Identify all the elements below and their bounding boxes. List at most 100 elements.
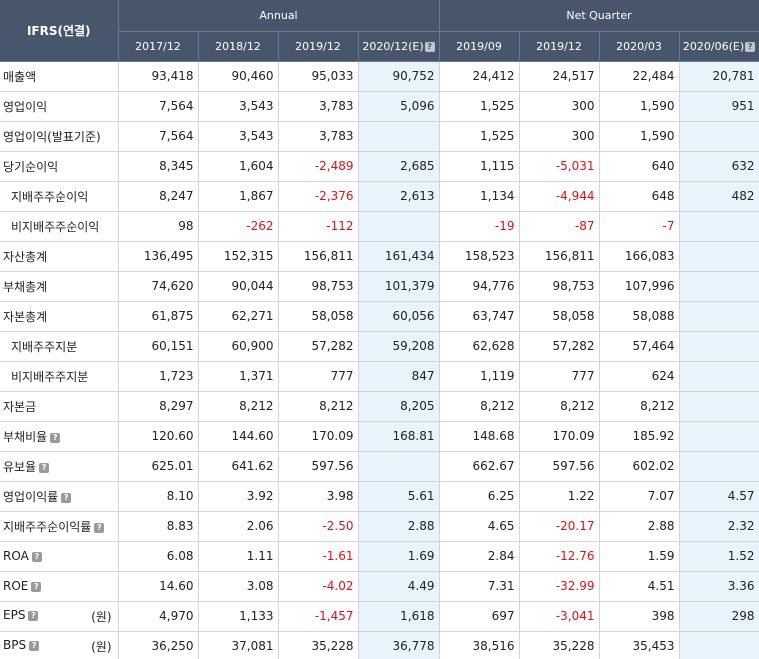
- value-cell: 74,620: [118, 271, 199, 302]
- row-label-text: 지배주주순이익률: [3, 519, 92, 534]
- value-cell: 158,523: [439, 241, 520, 272]
- row-label-text: 당기순이익: [3, 159, 59, 174]
- row-label: 부채비율?: [0, 421, 119, 452]
- value-cell: 6.25: [439, 481, 520, 512]
- value-cell: 1,119: [439, 361, 520, 392]
- value-cell: [679, 361, 759, 392]
- value-cell: 60,900: [198, 331, 279, 362]
- value-cell: 602.02: [599, 451, 680, 482]
- value-cell: 60,056: [358, 301, 440, 332]
- row-label-text: 영업이익(발표기준): [3, 129, 101, 144]
- value-cell: 161,434: [358, 241, 440, 272]
- value-cell: 101,379: [358, 271, 440, 302]
- table-row: 비지배주주순이익 98 -262 -112 -19 -87 -7: [0, 211, 759, 242]
- value-cell: 6.08: [118, 541, 199, 572]
- value-cell: 697: [439, 601, 520, 632]
- value-cell: 1.69: [358, 541, 440, 572]
- row-label: 비지배주주순이익: [0, 211, 119, 242]
- value-cell: 98,753: [519, 271, 600, 302]
- value-cell: [679, 421, 759, 452]
- help-icon[interactable]: ?: [31, 582, 42, 592]
- table-row: 유보율? 625.01 641.62 597.56 662.67 597.56 602.02: [0, 451, 759, 482]
- value-cell: 62,628: [439, 331, 520, 362]
- help-icon[interactable]: ?: [29, 640, 40, 651]
- quarter-header: Net Quarter: [439, 0, 759, 32]
- help-icon[interactable]: ?: [50, 432, 61, 443]
- value-cell: 8,212: [599, 391, 680, 422]
- period-label: 2020/03: [616, 39, 662, 53]
- value-cell: 148.68: [439, 421, 520, 452]
- value-cell: 4.65: [439, 511, 520, 542]
- value-cell: 166,083: [599, 241, 680, 272]
- value-cell: 1,133: [198, 601, 279, 632]
- value-cell: 95,033: [278, 61, 359, 92]
- table-row: 영업이익 7,564 3,543 3,783 5,096 1,525 300 1,590 951: [0, 91, 759, 122]
- value-cell: [679, 121, 759, 152]
- value-cell: 90,460: [198, 61, 279, 92]
- value-cell: 57,282: [519, 331, 600, 362]
- help-icon[interactable]: ?: [61, 492, 72, 503]
- value-cell: -1,457: [278, 601, 359, 632]
- value-cell: 3.98: [278, 481, 359, 512]
- row-label: 자본총계: [0, 301, 119, 332]
- row-label-text: 지배주주순이익: [11, 189, 89, 204]
- value-cell: 1.11: [198, 541, 279, 572]
- value-cell: [679, 451, 759, 482]
- help-icon[interactable]: ?: [39, 462, 50, 473]
- table-row: 당기순이익 8,345 1,604 -2,489 2,685 1,115 -5,031 640…: [0, 151, 759, 182]
- value-cell: 59,208: [358, 331, 440, 362]
- help-icon[interactable]: ?: [94, 522, 105, 533]
- value-cell: 625.01: [118, 451, 199, 482]
- period-header: 2020/12(E)?: [358, 31, 440, 62]
- help-icon[interactable]: ?: [745, 41, 756, 52]
- row-label-text: EPS: [3, 607, 26, 622]
- value-cell: 8,212: [439, 391, 520, 422]
- value-cell: -262: [198, 211, 279, 242]
- value-cell: 662.67: [439, 451, 520, 482]
- row-label-text: 영업이익률: [3, 489, 59, 504]
- row-label-text: 부채총계: [3, 279, 48, 294]
- value-cell: -1.61: [278, 541, 359, 572]
- help-icon[interactable]: ?: [31, 552, 42, 562]
- value-cell: 62,271: [198, 301, 279, 332]
- help-icon[interactable]: ?: [424, 41, 435, 52]
- value-cell: 7,564: [118, 121, 199, 152]
- value-cell: 300: [519, 91, 600, 122]
- row-unit: (원): [91, 639, 112, 654]
- value-cell: 36,778: [358, 631, 440, 659]
- value-cell: -2.50: [278, 511, 359, 542]
- value-cell: 1,525: [439, 121, 520, 152]
- value-cell: 93,418: [118, 61, 199, 92]
- row-label: 영업이익률?: [0, 481, 119, 512]
- value-cell: 5.61: [358, 481, 440, 512]
- period-label: 2020/06(E): [682, 39, 745, 53]
- row-label-text: 자본금: [3, 399, 37, 414]
- row-label: BPS? (원): [0, 631, 119, 659]
- value-cell: 8,345: [118, 151, 199, 182]
- value-cell: 107,996: [599, 271, 680, 302]
- value-cell: 2.88: [599, 511, 680, 542]
- value-cell: [679, 331, 759, 362]
- period-header: 2018/12: [198, 31, 279, 62]
- table-row: ROA? 6.08 1.11 -1.61 1.69 2.84 -12.76 1.59 1.52: [0, 541, 759, 572]
- period-label: 2019/12: [536, 39, 582, 53]
- value-cell: 8.10: [118, 481, 199, 512]
- value-cell: 398: [599, 601, 680, 632]
- value-cell: 1,590: [599, 91, 680, 122]
- table-row: 부채비율? 120.60 144.60 170.09 168.81 148.68 170.0…: [0, 421, 759, 452]
- row-label: 지배주주순이익률?: [0, 511, 119, 542]
- value-cell: 8.83: [118, 511, 199, 542]
- value-cell: 144.60: [198, 421, 279, 452]
- value-cell: 20,781: [679, 61, 759, 92]
- value-cell: -112: [278, 211, 359, 242]
- table-row: 영업이익률? 8.10 3.92 3.98 5.61 6.25 1.22 7.07 4.57: [0, 481, 759, 512]
- value-cell: 777: [519, 361, 600, 392]
- table-row: 영업이익(발표기준) 7,564 3,543 3,783 1,525 300 1,590: [0, 121, 759, 152]
- value-cell: 14.60: [118, 571, 199, 602]
- value-cell: 597.56: [519, 451, 600, 482]
- value-cell: [358, 121, 440, 152]
- row-label-text: BPS: [3, 637, 27, 652]
- value-cell: 2.32: [679, 511, 759, 542]
- help-icon[interactable]: ?: [28, 610, 39, 621]
- value-cell: 4.51: [599, 571, 680, 602]
